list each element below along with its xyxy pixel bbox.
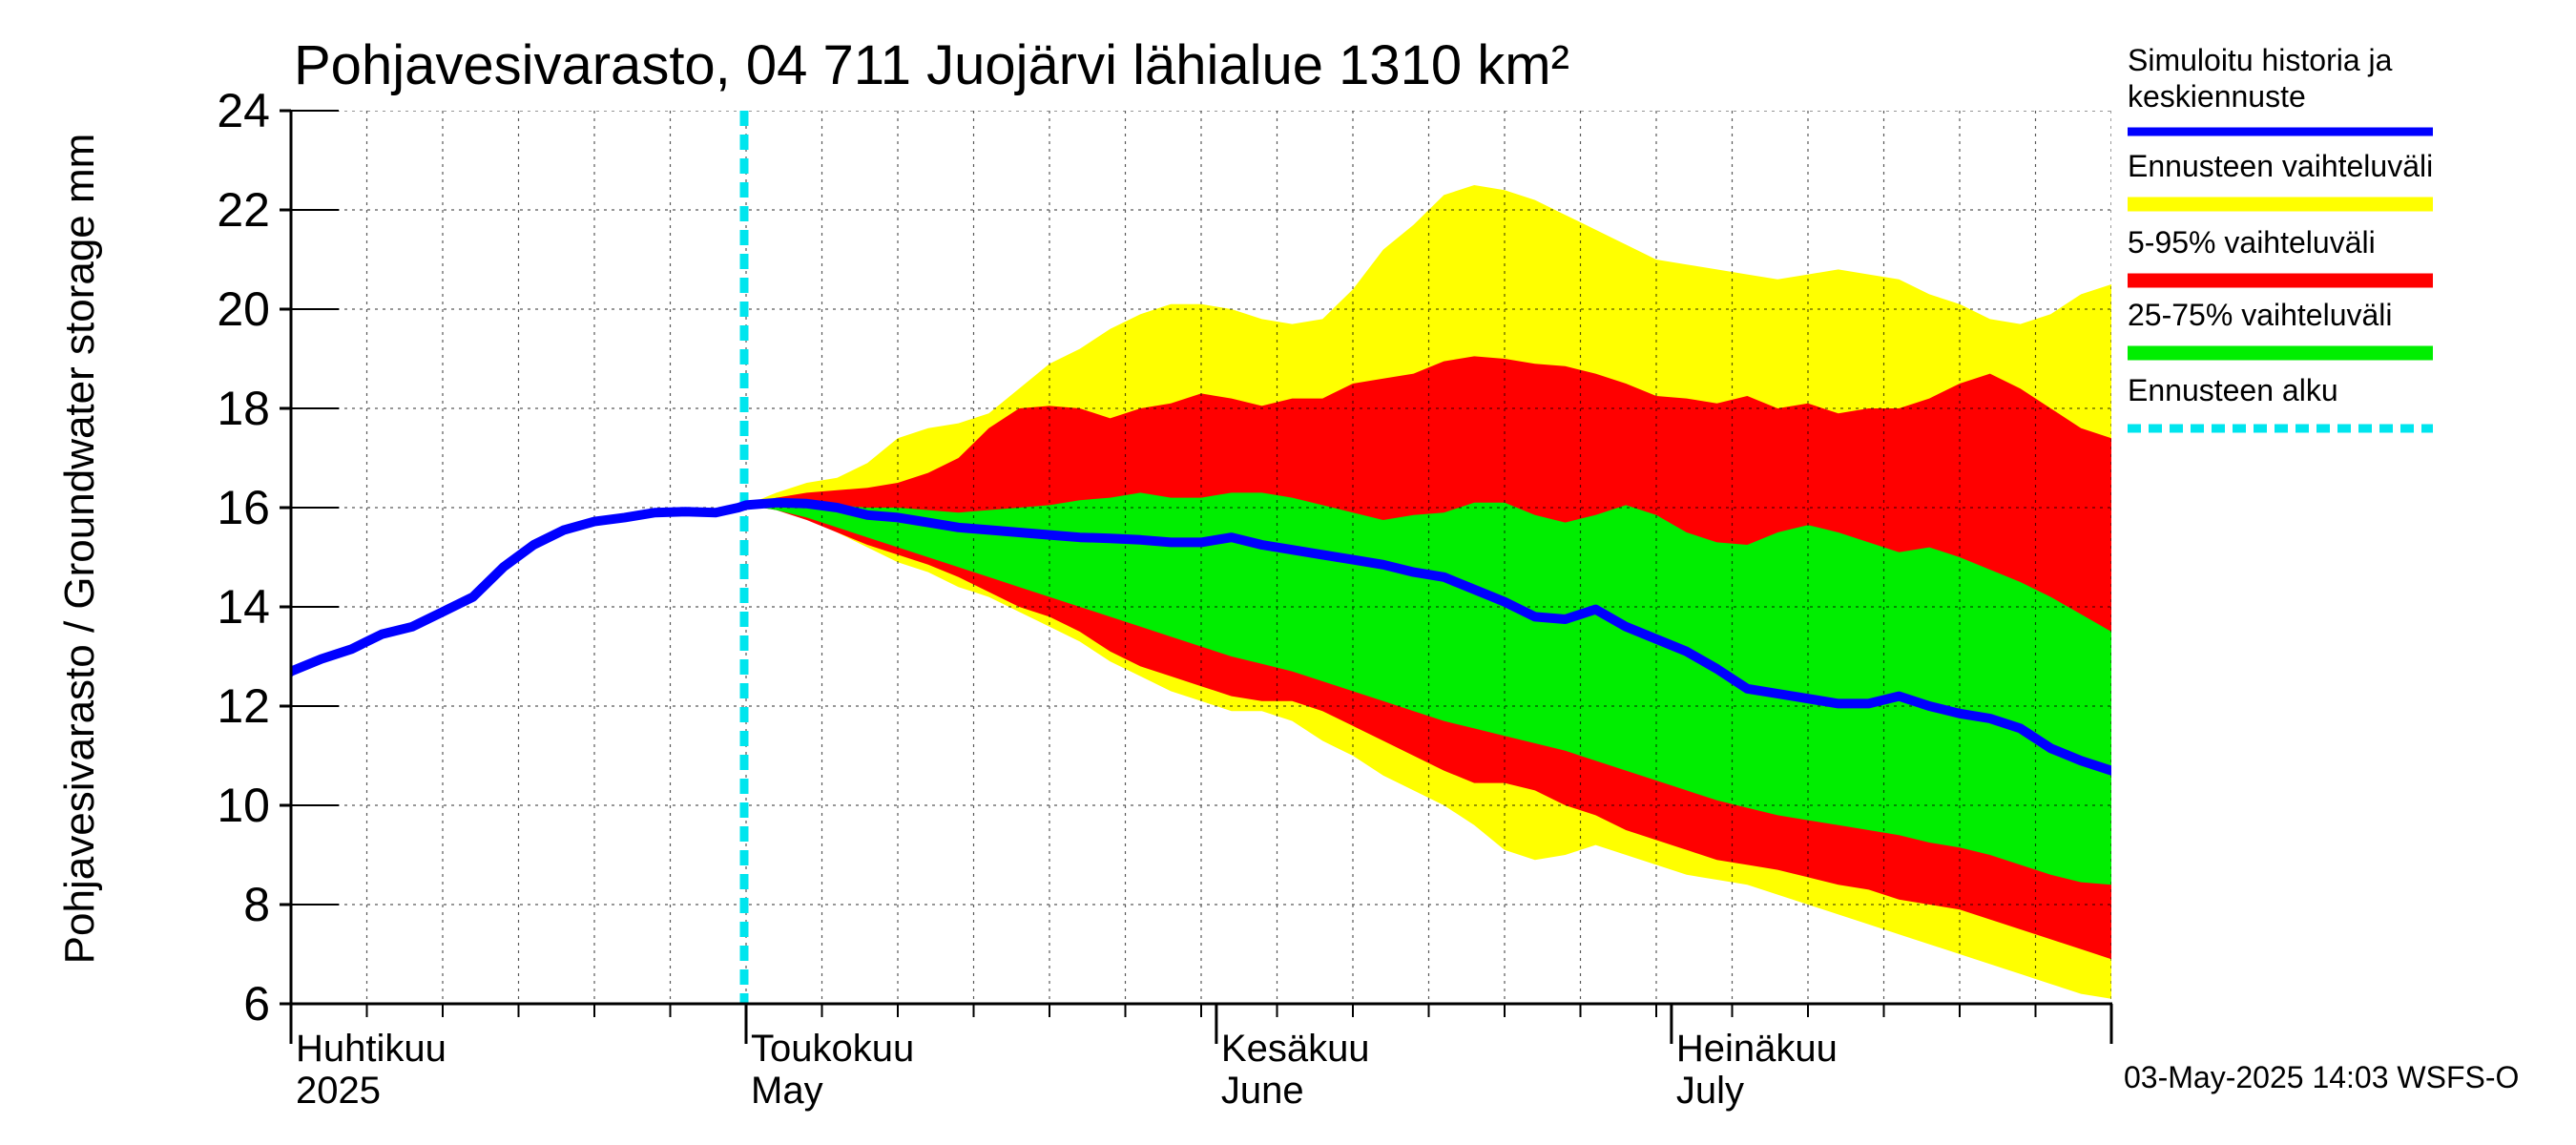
x-month-sublabel: July (1676, 1070, 1744, 1112)
y-tick-label: 14 (217, 580, 270, 634)
x-month-sublabel: May (751, 1070, 823, 1112)
grid (291, 111, 2111, 1004)
y-tick-label: 24 (217, 84, 270, 137)
x-month-sublabel: June (1221, 1070, 1304, 1112)
y-tick-label: 18 (217, 382, 270, 435)
legend-label-cont: keskiennuste (2128, 79, 2306, 114)
x-month-label: Toukokuu (751, 1028, 914, 1070)
plot-clipped (291, 111, 2111, 1004)
y-tick-label: 6 (243, 977, 270, 1030)
band-25-75 (746, 492, 2111, 885)
legend-label: 25-75% vaihteluväli (2128, 298, 2393, 332)
x-month-label: Heinäkuu (1676, 1028, 1838, 1070)
y-tick-label: 8 (243, 878, 270, 931)
timestamp: 03-May-2025 14:03 WSFS-O (2124, 1060, 2519, 1094)
y-tick-label: 10 (217, 779, 270, 832)
y-tick-label: 20 (217, 282, 270, 336)
legend-label: Ennusteen vaihteluväli (2128, 149, 2433, 183)
median-line (291, 497, 2111, 776)
chart-title: Pohjavesivarasto, 04 711 Juojärvi lähial… (294, 34, 1569, 96)
y-axis-label: Pohjavesivarasto / Groundwater storage m… (56, 134, 103, 965)
x-month-label: Kesäkuu (1221, 1028, 1370, 1070)
y-tick-label: 22 (217, 183, 270, 237)
y-tick-label: 12 (217, 679, 270, 733)
x-month-sublabel: 2025 (296, 1070, 381, 1112)
legend-label: Simuloitu historia ja (2128, 43, 2393, 77)
legend-label: Ennusteen alku (2128, 373, 2338, 407)
legend-label: 5-95% vaihteluväli (2128, 225, 2376, 260)
plot-area (291, 111, 2111, 1004)
x-month-label: Huhtikuu (296, 1028, 447, 1070)
y-tick-label: 16 (217, 481, 270, 534)
